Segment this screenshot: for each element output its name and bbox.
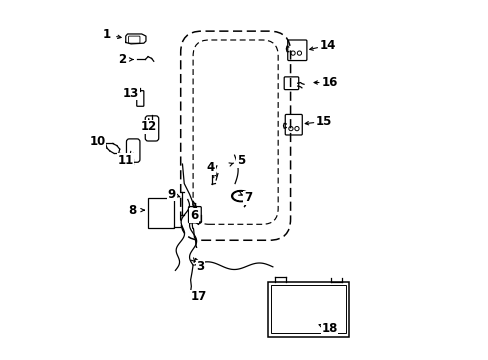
Bar [270, 284, 345, 333]
Text: 12: 12 [141, 120, 157, 133]
Bar [148, 198, 173, 228]
Text: 6: 6 [190, 209, 198, 222]
Text: 1: 1 [102, 28, 110, 41]
Text: 3: 3 [196, 260, 204, 273]
Text: 8: 8 [128, 204, 137, 217]
Text: 5: 5 [236, 154, 244, 167]
Text: 16: 16 [321, 76, 337, 89]
Text: 4: 4 [206, 161, 215, 174]
Text: 17: 17 [190, 291, 206, 303]
Bar [267, 282, 348, 337]
Text: 2: 2 [118, 53, 126, 66]
Text: 7: 7 [244, 191, 252, 204]
Text: 15: 15 [315, 115, 332, 128]
Text: 9: 9 [167, 188, 176, 201]
Text: 13: 13 [122, 87, 139, 100]
Text: 18: 18 [321, 322, 337, 336]
Text: 14: 14 [319, 39, 335, 52]
Text: 10: 10 [89, 135, 105, 148]
Text: 11: 11 [118, 154, 134, 167]
